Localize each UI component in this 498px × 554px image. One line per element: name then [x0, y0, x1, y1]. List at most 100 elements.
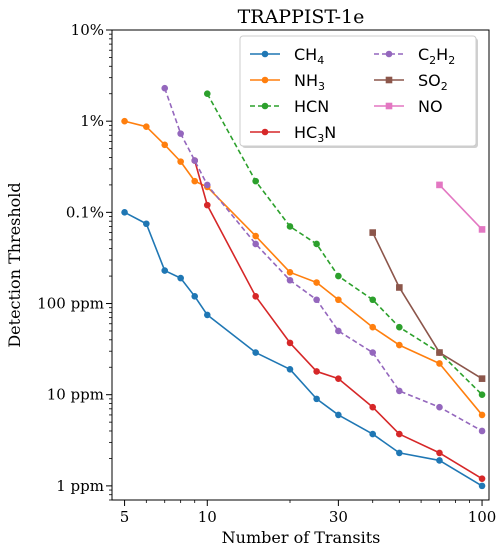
y-axis-label: Detection Threshold	[5, 182, 24, 347]
data-point-marker	[478, 375, 486, 382]
data-point-marker	[335, 327, 342, 335]
series-line	[163, 87, 483, 432]
data-point-marker	[143, 220, 150, 228]
data-point-marker	[335, 296, 342, 304]
data-point-marker	[177, 130, 184, 137]
legend-item: HC3N	[250, 123, 336, 145]
data-point-marker	[286, 276, 294, 284]
legend-swatch-marker	[385, 50, 393, 58]
y-axis: 1 ppm 10 ppm 100 ppm 0.1% 1% 10%	[37, 21, 112, 501]
data-point-marker	[335, 411, 342, 419]
legend-label: NO	[418, 97, 443, 116]
data-point-marker	[177, 274, 184, 282]
data-point-marker	[478, 226, 486, 233]
data-point-marker	[191, 157, 199, 164]
data-point-marker	[478, 482, 486, 490]
data-point-marker	[369, 403, 377, 411]
legend-item: HCN	[250, 97, 329, 116]
series-5	[369, 229, 486, 382]
data-point-marker	[203, 90, 211, 98]
data-point-marker	[252, 177, 259, 185]
legend-label: HCN	[294, 97, 329, 116]
data-point-marker	[436, 360, 443, 367]
y-tick-label: 10 ppm	[47, 386, 104, 404]
data-point-marker	[396, 284, 403, 291]
legend-swatch-marker	[385, 102, 393, 110]
series-line	[124, 120, 483, 416]
series-3	[191, 157, 486, 482]
legend-item: NH3	[250, 71, 325, 93]
legend-label: HC3N	[294, 123, 336, 145]
legend-swatch-marker	[385, 76, 393, 84]
data-point-marker	[335, 375, 342, 382]
data-point-marker	[436, 403, 443, 411]
series-line	[124, 211, 483, 487]
data-point-marker	[335, 272, 342, 280]
data-point-marker	[143, 123, 150, 130]
data-point-marker	[177, 158, 184, 165]
data-point-marker	[203, 201, 211, 209]
data-point-marker	[478, 427, 486, 435]
legend-item: NO	[374, 97, 443, 116]
data-point-marker	[286, 269, 294, 276]
data-point-marker	[203, 181, 211, 189]
data-point-marker	[478, 391, 486, 399]
legend: CH4 NH3 HCN HC3N C2H2 SO2 NO	[239, 35, 478, 148]
data-point-marker	[436, 449, 443, 457]
series-line	[193, 160, 483, 480]
data-point-marker	[396, 430, 403, 438]
y-tick-label: 1%	[80, 112, 104, 130]
legend-label: SO2	[418, 71, 448, 93]
data-point-marker	[369, 296, 377, 304]
data-point-marker	[396, 449, 403, 457]
data-point-marker	[252, 349, 259, 356]
legend-item: C2H2	[374, 45, 455, 67]
x-tick-label: 10	[198, 508, 217, 526]
y-tick-label: 100 ppm	[37, 295, 104, 313]
data-point-marker	[121, 209, 128, 216]
series-1	[121, 117, 486, 419]
data-point-marker	[252, 240, 259, 248]
x-axis-label: Number of Transits	[222, 528, 381, 547]
data-point-marker	[286, 365, 294, 373]
data-point-marker	[191, 177, 199, 185]
legend-swatch-marker	[261, 50, 269, 58]
legend-box	[239, 35, 477, 147]
legend-item: CH4	[250, 45, 324, 67]
data-point-marker	[396, 341, 403, 349]
data-point-marker	[369, 430, 377, 438]
data-point-marker	[478, 475, 486, 482]
y-tick-label: 0.1%	[66, 203, 104, 221]
data-point-marker	[369, 229, 377, 236]
x-tick-label: 30	[329, 508, 348, 526]
series-4	[161, 84, 486, 435]
x-axis: 5 10 30 100	[120, 500, 497, 526]
y-tick-label: 1 ppm	[56, 477, 104, 495]
data-point-marker	[252, 293, 259, 300]
data-point-marker	[396, 323, 403, 331]
data-point-marker	[436, 181, 443, 189]
data-point-marker	[313, 279, 320, 286]
series-line	[438, 184, 483, 230]
data-point-marker	[121, 117, 128, 125]
data-point-marker	[313, 296, 320, 304]
data-point-marker	[396, 387, 403, 395]
data-point-marker	[369, 323, 377, 331]
legend-swatch-marker	[261, 102, 269, 110]
data-point-marker	[161, 141, 169, 149]
x-tick-label: 5	[120, 508, 130, 526]
legend-label: NH3	[294, 71, 325, 93]
data-point-marker	[478, 411, 486, 419]
data-point-marker	[203, 311, 211, 319]
data-point-marker	[369, 349, 377, 356]
data-point-marker	[313, 395, 320, 403]
data-point-marker	[286, 339, 294, 347]
legend-label: CH4	[294, 45, 324, 67]
x-tick-label: 100	[468, 508, 497, 526]
series-0	[121, 209, 486, 490]
legend-item: SO2	[374, 71, 448, 93]
y-tick-label: 10%	[71, 21, 104, 39]
data-point-marker	[191, 293, 199, 300]
series-line	[371, 232, 483, 380]
